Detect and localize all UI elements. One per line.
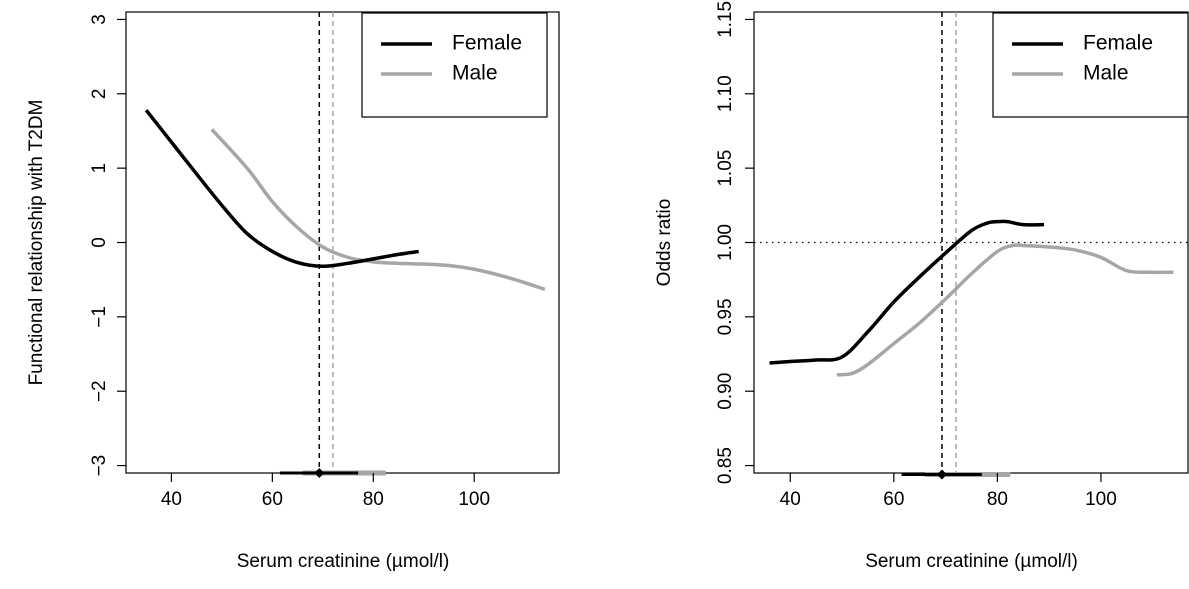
legend-label-male: Male — [1083, 62, 1129, 85]
x-tick-label: 60 — [883, 489, 904, 510]
x-axis-label: Serum creatinine (µmol/l) — [237, 551, 450, 572]
y-tick-label: 0.85 — [715, 447, 736, 484]
series-line-female — [769, 219, 1045, 365]
y-tick-label: 1.15 — [715, 1, 736, 38]
y-tick-label: 3 — [89, 14, 110, 25]
legend-box — [992, 12, 1189, 118]
y-tick-label: −3 — [89, 455, 110, 477]
x-tick-label: 40 — [161, 489, 182, 510]
y-tick-label: 0.90 — [715, 373, 736, 410]
series-line-female — [144, 109, 419, 269]
x-axis-label: Serum creatinine (µmol/l) — [865, 551, 1078, 572]
x-tick-label: 80 — [363, 489, 384, 510]
y-axis-label: Functional relationship with T2DM — [26, 100, 47, 386]
median-diamond-marker — [314, 468, 325, 478]
series-line-male — [836, 243, 1174, 377]
right-panel: 0.85 0.90 0.95 1.00 1.05 1.10 1.15 40 60 80 100 Ser… — [654, 1, 1189, 572]
y-tick-label: −2 — [89, 380, 110, 402]
y-tick-label: 1.10 — [715, 75, 736, 112]
median-diamond-marker — [936, 469, 947, 480]
y-tick-label: 0.95 — [715, 298, 736, 335]
y-axis-label: Odds ratio — [654, 199, 675, 287]
y-tick-label: −1 — [89, 306, 110, 328]
y-tick-label: 1.00 — [715, 224, 736, 261]
y-tick-label: 1 — [89, 163, 110, 174]
legend-box — [361, 12, 548, 118]
legend-label-female: Female — [1083, 32, 1153, 55]
x-tick-label: 100 — [458, 489, 490, 510]
left-panel: −3 −2 −1 0 1 2 3 40 60 80 100 Serum creatinine (µmo… — [26, 11, 560, 572]
legend-label-male: Male — [452, 62, 498, 85]
series-line-male — [210, 128, 546, 292]
x-tick-label: 40 — [780, 489, 801, 510]
legend-label-female: Female — [452, 32, 522, 55]
y-tick-label: 2 — [89, 89, 110, 100]
y-tick-label: 1.05 — [715, 150, 736, 187]
x-tick-label: 100 — [1085, 489, 1117, 510]
x-tick-label: 60 — [262, 489, 283, 510]
x-tick-label: 80 — [987, 489, 1008, 510]
y-tick-label: 0 — [89, 237, 110, 248]
